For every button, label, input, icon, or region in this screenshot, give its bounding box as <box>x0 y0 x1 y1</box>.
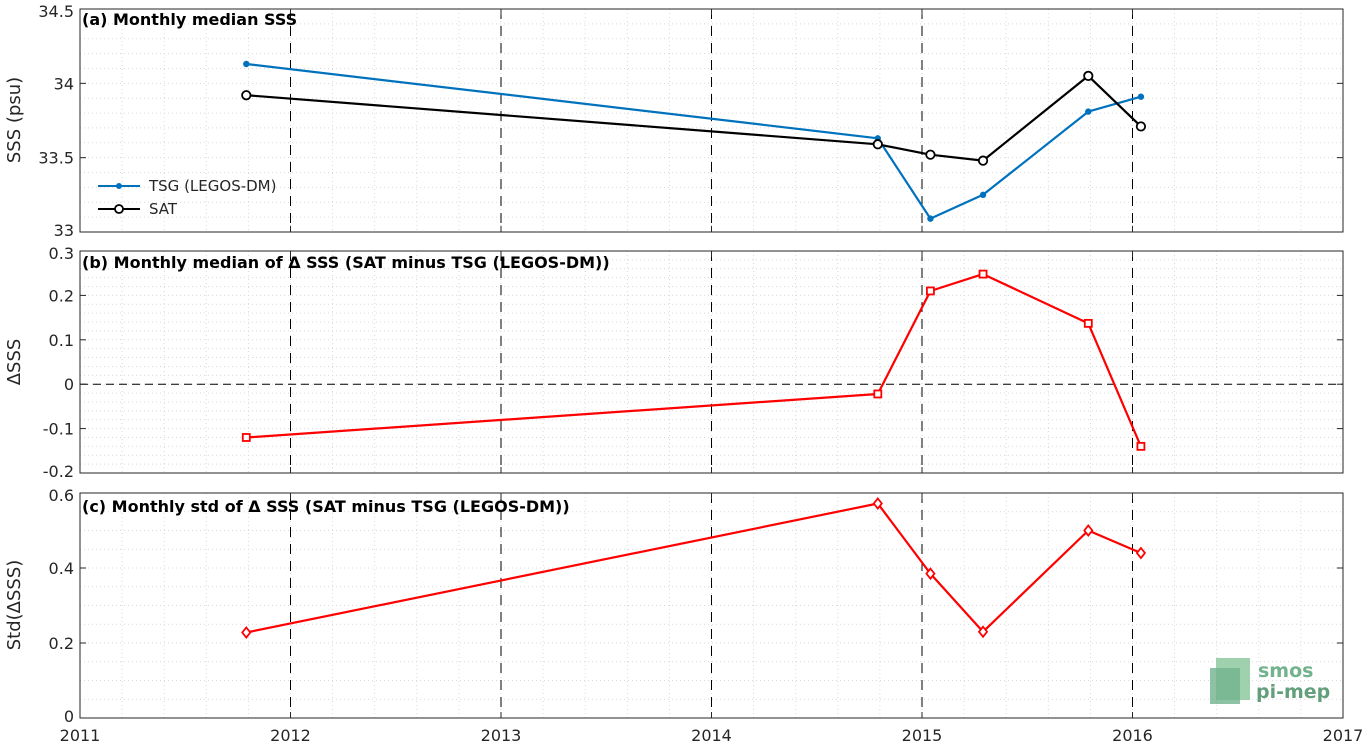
panel-c-monthly-std-delta-sss: 0 0.2 0.4 0.6 2011 2012 2013 2014 2015 2016 2017 <box>49 486 1364 745</box>
data-point-c <box>925 567 936 581</box>
data-point-c <box>1135 546 1147 560</box>
data-point-a <box>1083 70 1094 82</box>
y-tick-label: 34 <box>54 74 74 93</box>
logo-mark-front <box>1210 668 1240 704</box>
x-tick-label: 2011 <box>60 726 101 745</box>
series-line-a-0 <box>246 62 1142 220</box>
x-tick-label: 2013 <box>481 726 522 745</box>
data-point-c <box>1083 524 1094 537</box>
y-tick-label: 0 <box>64 375 74 394</box>
panel-b-title: (b) Monthly median of Δ SSS (SAT minus T… <box>82 253 610 272</box>
y-tick-label: 0.4 <box>49 559 74 578</box>
panel-b-monthly-median-delta-sss: -0.2 -0.1 0 0.1 0.2 0.3 <box>43 244 1344 481</box>
data-point-b <box>241 433 251 442</box>
panel-a-ylabel: SSS (psu) <box>4 77 25 163</box>
y-tick-label: 0 <box>64 707 74 726</box>
data-point-c <box>977 625 989 639</box>
x-tick-label: 2016 <box>1112 726 1153 745</box>
legend-sat-marker <box>114 204 124 214</box>
y-tick-label: -0.1 <box>43 420 74 439</box>
y-tick-label: 34.5 <box>38 2 74 21</box>
data-point-a <box>927 215 934 222</box>
data-point-a <box>1137 93 1145 100</box>
data-point-a <box>243 60 250 68</box>
logo-text-pi-mep: pi-mep <box>1256 681 1330 703</box>
panel-c-ylabel: Std(ΔSSS) <box>4 560 25 651</box>
data-point-b <box>926 286 935 296</box>
x-tick-label: 2012 <box>270 726 311 745</box>
y-tick-label: 33 <box>54 221 74 240</box>
y-tick-label: 33.5 <box>38 149 74 168</box>
smos-pi-mep-logo: smos pi-mep <box>1210 658 1330 704</box>
data-point-a <box>979 191 987 199</box>
legend-tsg-label: TSG (LEGOS-DM) <box>148 177 276 195</box>
data-point-a <box>241 90 252 101</box>
data-point-b <box>1083 318 1093 328</box>
data-point-c <box>241 626 252 639</box>
data-point-a <box>977 155 989 166</box>
x-tick-label: 2014 <box>691 726 732 745</box>
y-tick-label: -0.2 <box>43 462 74 481</box>
data-point-a <box>1085 108 1092 115</box>
panel-b-ylabel: ΔSSS <box>4 339 25 386</box>
data-point-b <box>873 389 883 399</box>
data-point-b <box>1136 441 1146 451</box>
panel-c-title: (c) Monthly std of Δ SSS (SAT minus TSG … <box>82 497 570 516</box>
panel-a-monthly-median-sss: 33 33.5 34 34.5 <box>38 2 1344 240</box>
y-tick-label: 0.1 <box>49 331 74 350</box>
data-point-c <box>872 497 883 510</box>
legend-sat-label: SAT <box>149 200 178 218</box>
data-point-b <box>978 269 988 279</box>
panel-a-title: (a) Monthly median SSS <box>82 10 297 29</box>
x-tick-label: 2017 <box>1323 726 1364 745</box>
series-line-b-0 <box>246 273 1142 447</box>
y-tick-label: 0.3 <box>49 244 74 263</box>
data-point-a <box>1135 121 1147 132</box>
x-tick-label: 2015 <box>902 726 943 745</box>
y-tick-label: 0.2 <box>49 634 74 653</box>
series-line-a-1 <box>246 74 1142 162</box>
data-point-a <box>872 139 883 150</box>
series-line-c-0 <box>246 502 1142 634</box>
y-tick-label: 0.6 <box>49 486 74 505</box>
data-point-a <box>925 149 936 160</box>
legend: TSG (LEGOS-DM) SAT <box>98 177 276 218</box>
logo-text-smos: smos <box>1258 660 1313 682</box>
y-tick-label: 0.2 <box>49 286 74 305</box>
legend-tsg-marker <box>116 183 122 189</box>
